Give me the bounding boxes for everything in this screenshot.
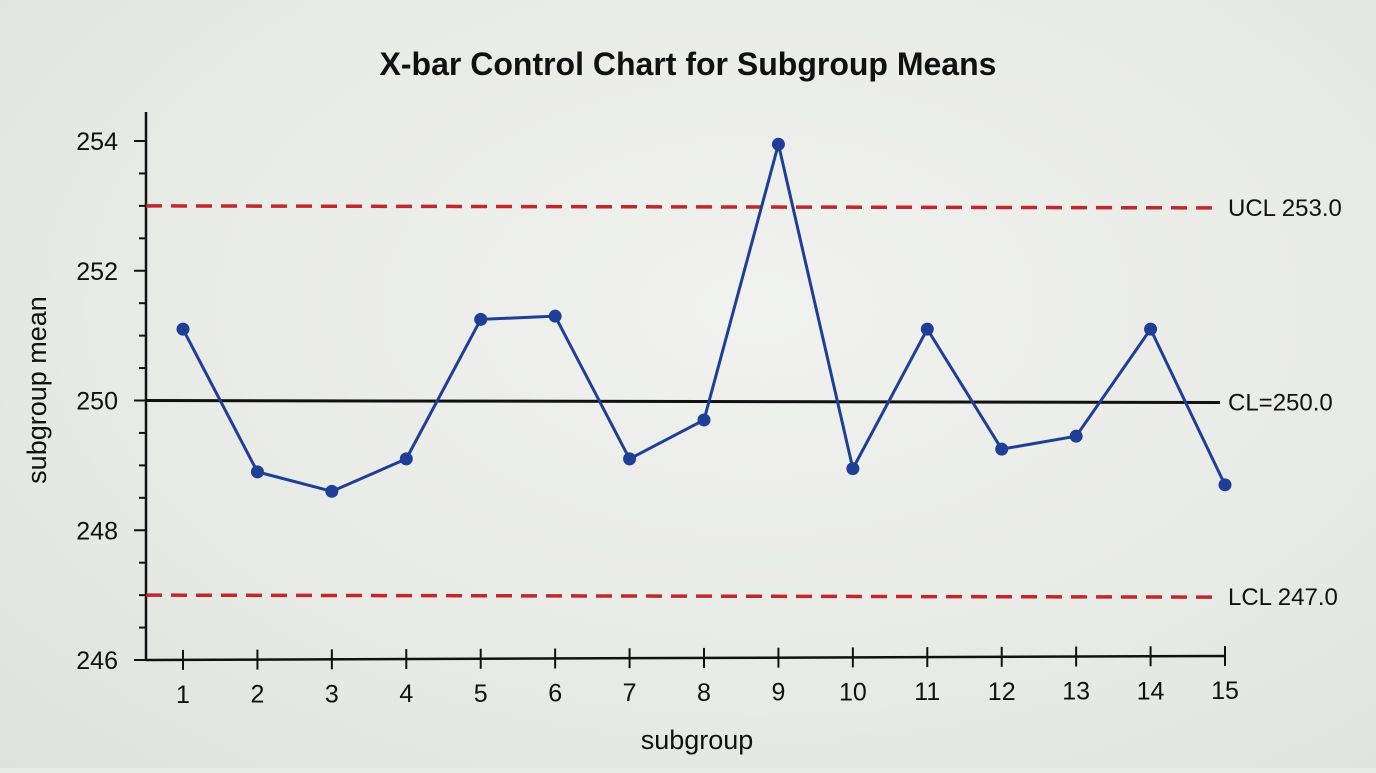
data-point (920, 322, 934, 336)
data-point (771, 137, 785, 151)
data-point (1144, 322, 1158, 336)
x-tick-label: 10 (839, 678, 867, 706)
data-point (1069, 429, 1083, 443)
lcl-line (145, 593, 1221, 599)
y-axis-label: subgroup mean (22, 296, 52, 484)
x-tick-label: 8 (697, 679, 711, 707)
data-point (697, 413, 711, 427)
y-tick-label: 246 (76, 647, 118, 675)
cl-line (145, 399, 1221, 404)
x-axis-label: subgroup (641, 725, 754, 755)
ucl-line (145, 204, 1221, 210)
y-tick-label: 254 (76, 128, 118, 156)
data-point (176, 322, 190, 336)
x-tick-label: 11 (914, 678, 940, 706)
cl-label: CL=250.0 (1228, 390, 1333, 417)
data-point (846, 462, 860, 476)
x-tick-label: 12 (988, 678, 1016, 706)
data-point (325, 484, 339, 498)
x-tick-label: 3 (325, 680, 339, 708)
x-tick-label: 1 (176, 681, 190, 709)
data-point (548, 309, 562, 323)
data-point (399, 452, 413, 466)
data-point (623, 452, 637, 466)
ucl-label: UCL 253.0 (1228, 195, 1342, 222)
x-tick-label: 13 (1062, 678, 1090, 706)
data-point (995, 442, 1009, 456)
series-line (181, 142, 1227, 493)
x-tick-label: 4 (399, 680, 413, 708)
x-tick-label: 5 (474, 680, 488, 708)
lcl-label: LCL 247.0 (1228, 584, 1338, 611)
x-tick-label: 9 (771, 679, 785, 707)
data-point (474, 312, 488, 326)
y-tick-label: 250 (76, 388, 118, 416)
x-tick-label: 2 (250, 681, 264, 709)
x-tick-label: 7 (623, 679, 637, 707)
data-point (250, 465, 264, 479)
data-point (1218, 478, 1232, 492)
x-tick-label: 14 (1137, 677, 1165, 705)
x-tick-label: 15 (1211, 677, 1239, 705)
y-tick-label: 248 (76, 517, 118, 545)
series (176, 137, 1232, 498)
x-axis-line (145, 654, 1226, 662)
chart-title: X-bar Control Chart for Subgroup Means (380, 46, 997, 82)
y-tick-label: 252 (76, 258, 118, 286)
control-lines: UCL 253.0 CL=250.0 LCL 247.0 (145, 195, 1342, 611)
x-tick-label: 6 (548, 679, 562, 707)
